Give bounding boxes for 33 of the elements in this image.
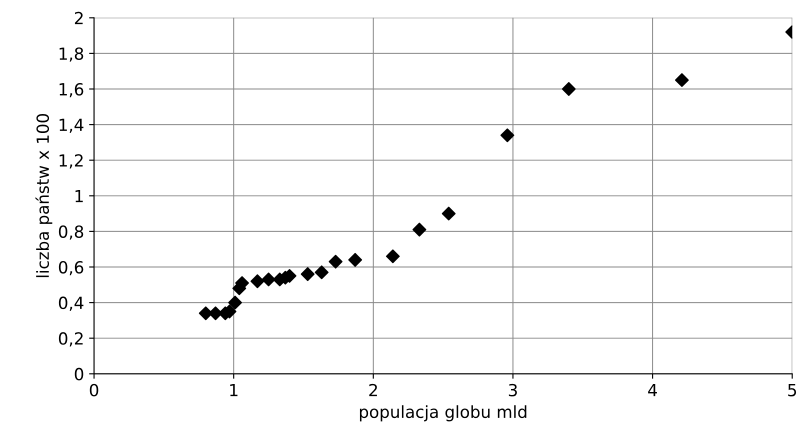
y-tick-label: 1,2 — [60, 154, 83, 168]
point — [300, 267, 315, 282]
y-tick-label: 1,6 — [60, 82, 84, 98]
x-axis-title: populacja globu mld — [360, 405, 526, 422]
point — [412, 222, 426, 237]
x-tick-label: 2 — [369, 384, 377, 396]
point — [198, 306, 213, 320]
y-tick-label: 2 — [74, 12, 83, 24]
x-tick-label: 4 — [648, 384, 657, 396]
point — [262, 272, 276, 286]
point — [348, 252, 362, 267]
y-tick-label: 0,8 — [58, 225, 84, 240]
point — [386, 249, 400, 264]
point — [562, 82, 576, 96]
point — [314, 265, 329, 280]
y-axis-title: liczba państw x 100 — [35, 114, 52, 278]
point — [675, 73, 689, 88]
x-tick-label: 1 — [230, 384, 238, 396]
y-tick-label: 1,4 — [60, 118, 84, 133]
point — [228, 296, 242, 310]
point — [328, 254, 343, 269]
x-tick-label: 0 — [90, 384, 98, 396]
y-tick-label: 0,2 — [58, 332, 83, 346]
point — [500, 128, 514, 142]
y-tick-label: 1 — [76, 190, 83, 202]
x-tick-label: 5 — [788, 384, 796, 396]
y-tick-label: 1,8 — [60, 47, 84, 62]
y-tick-label: 0 — [74, 368, 84, 380]
y-tick-label: 0,4 — [58, 296, 84, 311]
y-tick-label: 0,6 — [58, 260, 84, 276]
point — [442, 206, 456, 221]
point — [250, 274, 264, 288]
x-tick-label: 3 — [508, 384, 517, 396]
